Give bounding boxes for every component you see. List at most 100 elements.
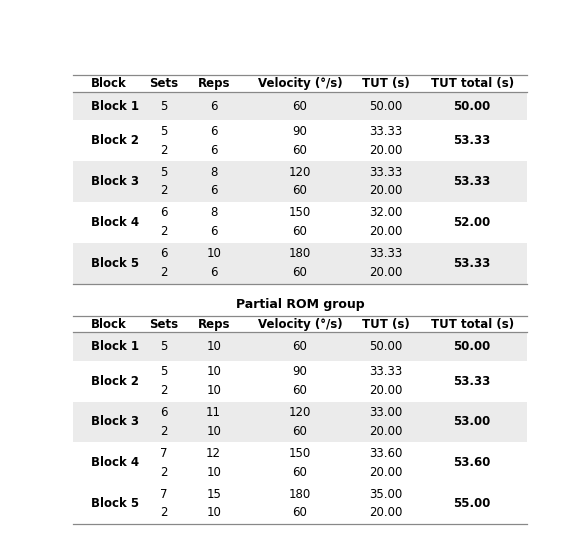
Text: Velocity (°/s): Velocity (°/s) <box>257 77 342 90</box>
Text: 6: 6 <box>160 406 167 419</box>
Text: Sets: Sets <box>149 77 178 90</box>
Text: 53.00: 53.00 <box>453 415 491 428</box>
Text: 33.33: 33.33 <box>369 125 402 138</box>
Text: 33.60: 33.60 <box>369 447 402 460</box>
Text: Block 1: Block 1 <box>91 340 139 353</box>
Text: 6: 6 <box>210 100 218 113</box>
Text: 10: 10 <box>207 506 221 519</box>
Bar <box>73 243 526 283</box>
Text: 7: 7 <box>160 487 167 500</box>
Text: 11: 11 <box>206 406 221 419</box>
Text: 150: 150 <box>288 447 311 460</box>
Text: 5: 5 <box>160 166 167 179</box>
Text: 20.00: 20.00 <box>369 506 402 519</box>
Text: 150: 150 <box>288 207 311 220</box>
Text: 120: 120 <box>288 166 311 179</box>
Text: 10: 10 <box>207 384 221 397</box>
Text: Block 2: Block 2 <box>91 374 139 387</box>
Text: Block 5: Block 5 <box>91 257 139 270</box>
Text: 33.33: 33.33 <box>369 365 402 378</box>
Text: 53.33: 53.33 <box>453 257 491 270</box>
Text: 120: 120 <box>288 406 311 419</box>
Text: 90: 90 <box>292 365 307 378</box>
Text: 90: 90 <box>292 125 307 138</box>
Text: Block: Block <box>91 318 127 331</box>
Bar <box>73 161 526 202</box>
Text: 33.33: 33.33 <box>369 166 402 179</box>
Text: 60: 60 <box>292 100 307 113</box>
Text: 6: 6 <box>210 184 218 197</box>
Text: 20.00: 20.00 <box>369 425 402 438</box>
Text: 60: 60 <box>292 143 307 157</box>
Text: 55.00: 55.00 <box>453 497 491 510</box>
Text: 60: 60 <box>292 466 307 479</box>
Text: 53.33: 53.33 <box>453 175 491 188</box>
Text: 60: 60 <box>292 340 307 353</box>
Text: 53.33: 53.33 <box>453 374 491 387</box>
Text: 35.00: 35.00 <box>369 487 402 500</box>
Text: 6: 6 <box>210 266 218 279</box>
Text: 53.33: 53.33 <box>453 134 491 147</box>
Text: 60: 60 <box>292 266 307 279</box>
Text: 5: 5 <box>160 340 167 353</box>
Text: TUT total (s): TUT total (s) <box>431 318 514 331</box>
Text: Reps: Reps <box>197 77 230 90</box>
Bar <box>73 401 526 443</box>
Text: 2: 2 <box>160 506 167 519</box>
Text: Reps: Reps <box>197 318 230 331</box>
Text: Block 3: Block 3 <box>91 175 139 188</box>
Text: 2: 2 <box>160 225 167 238</box>
Text: Block 1: Block 1 <box>91 100 139 113</box>
Text: 10: 10 <box>207 425 221 438</box>
Text: 5: 5 <box>160 100 167 113</box>
Text: 60: 60 <box>292 506 307 519</box>
Text: 2: 2 <box>160 466 167 479</box>
Bar <box>73 120 526 161</box>
Text: 5: 5 <box>160 365 167 378</box>
Text: 5: 5 <box>160 125 167 138</box>
Text: 20.00: 20.00 <box>369 266 402 279</box>
Text: 50.00: 50.00 <box>453 340 491 353</box>
Text: 50.00: 50.00 <box>369 100 402 113</box>
Text: 20.00: 20.00 <box>369 225 402 238</box>
Text: TUT (s): TUT (s) <box>362 318 410 331</box>
Bar <box>73 443 526 483</box>
Text: 10: 10 <box>207 365 221 378</box>
Text: 12: 12 <box>206 447 221 460</box>
Text: TUT total (s): TUT total (s) <box>431 77 514 90</box>
Text: 20.00: 20.00 <box>369 466 402 479</box>
Text: 60: 60 <box>292 184 307 197</box>
Text: Velocity (°/s): Velocity (°/s) <box>257 318 342 331</box>
Text: 8: 8 <box>210 166 218 179</box>
Bar <box>73 92 526 120</box>
Text: 60: 60 <box>292 225 307 238</box>
Text: 33.33: 33.33 <box>369 247 402 260</box>
Text: Block 4: Block 4 <box>91 216 139 229</box>
Text: Partial ROM group: Partial ROM group <box>236 298 364 311</box>
Text: 50.00: 50.00 <box>369 340 402 353</box>
Bar <box>73 483 526 524</box>
Text: 53.60: 53.60 <box>453 456 491 469</box>
Text: 60: 60 <box>292 425 307 438</box>
Text: 50.00: 50.00 <box>453 100 491 113</box>
Text: 33.00: 33.00 <box>369 406 402 419</box>
Text: 6: 6 <box>210 143 218 157</box>
Text: 7: 7 <box>160 447 167 460</box>
Text: 6: 6 <box>160 207 167 220</box>
Text: 180: 180 <box>288 247 311 260</box>
Bar <box>73 361 526 401</box>
Text: 2: 2 <box>160 143 167 157</box>
Text: 20.00: 20.00 <box>369 384 402 397</box>
Text: 8: 8 <box>210 207 218 220</box>
Text: 2: 2 <box>160 184 167 197</box>
Text: 2: 2 <box>160 425 167 438</box>
Text: Block 2: Block 2 <box>91 134 139 147</box>
Text: 2: 2 <box>160 384 167 397</box>
Bar <box>73 332 526 361</box>
Text: Block 5: Block 5 <box>91 497 139 510</box>
Text: Sets: Sets <box>149 318 178 331</box>
Text: 20.00: 20.00 <box>369 184 402 197</box>
Text: 10: 10 <box>207 466 221 479</box>
Text: TUT (s): TUT (s) <box>362 77 410 90</box>
Text: 6: 6 <box>210 125 218 138</box>
